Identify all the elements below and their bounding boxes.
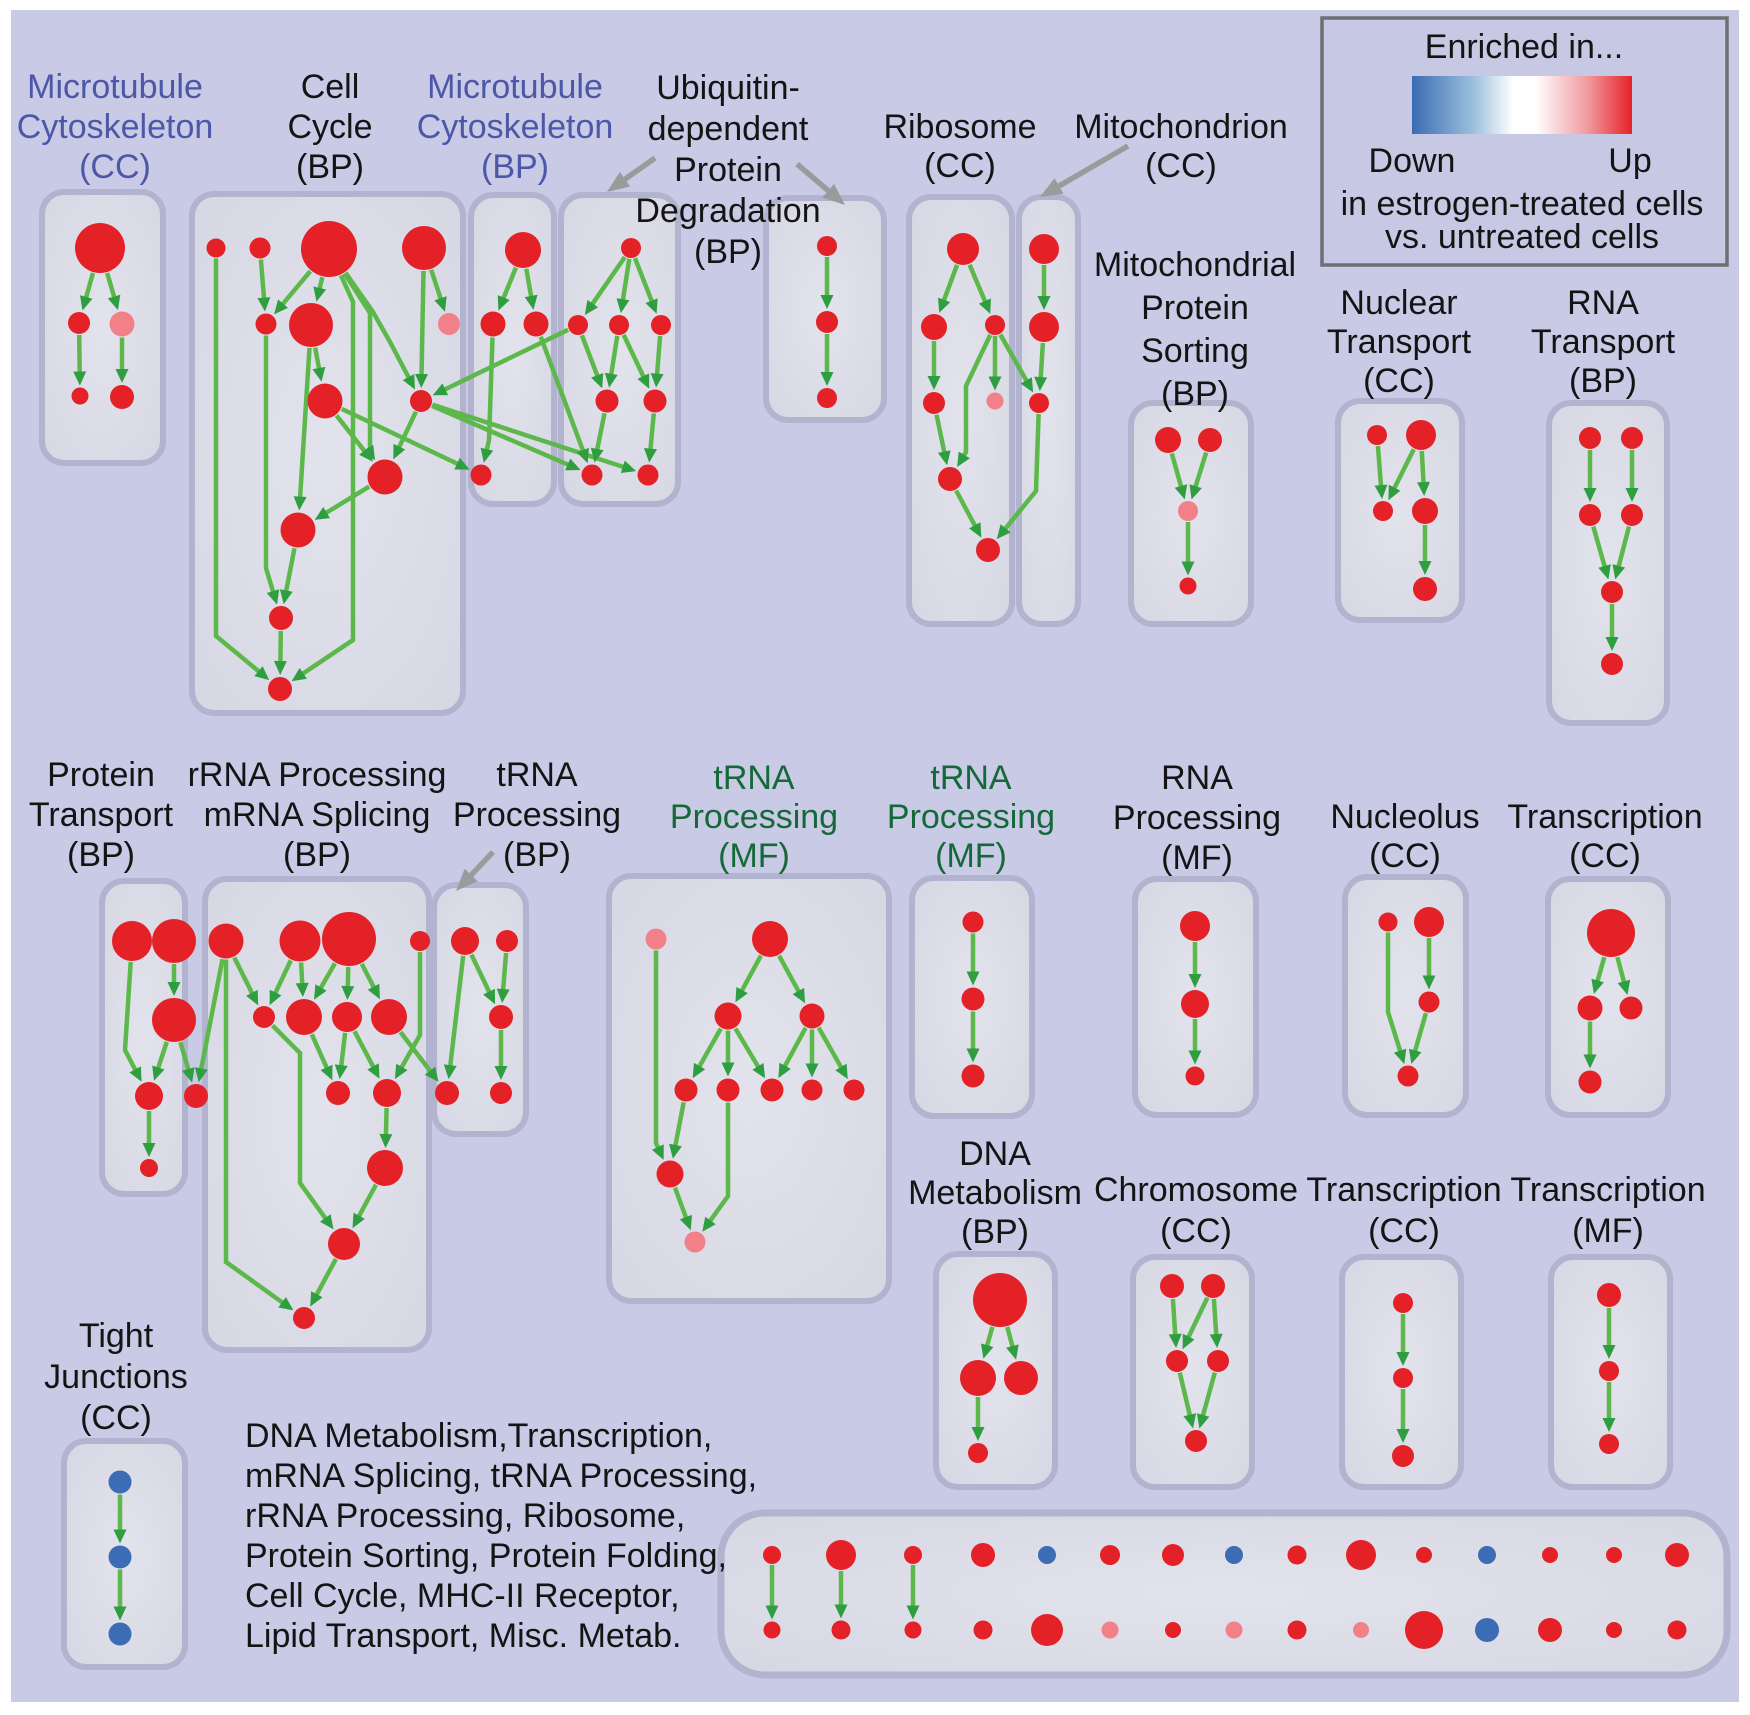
svg-text:RNA: RNA (1567, 284, 1639, 322)
svg-text:Protein: Protein (47, 756, 155, 794)
svg-text:tRNA: tRNA (496, 756, 578, 794)
svg-text:(CC): (CC) (924, 147, 996, 185)
svg-text:(BP): (BP) (503, 836, 571, 874)
svg-text:Nucleolus: Nucleolus (1330, 798, 1479, 836)
svg-text:(CC): (CC) (1145, 147, 1217, 185)
svg-text:Mitochondrial: Mitochondrial (1094, 246, 1296, 284)
svg-text:Microtubule: Microtubule (427, 68, 603, 106)
svg-text:(MF): (MF) (1572, 1212, 1644, 1250)
svg-text:DNA: DNA (959, 1135, 1031, 1173)
svg-text:DNA Metabolism,Transcription,: DNA Metabolism,Transcription, (245, 1417, 712, 1455)
svg-text:(MF): (MF) (1161, 839, 1233, 877)
svg-text:(BP): (BP) (283, 836, 351, 874)
svg-text:Processing: Processing (670, 798, 838, 836)
svg-text:(BP): (BP) (961, 1213, 1029, 1251)
svg-text:Cell Cycle, MHC-II Receptor,: Cell Cycle, MHC-II Receptor, (245, 1577, 680, 1615)
svg-text:RNA: RNA (1161, 759, 1233, 797)
svg-text:Ubiquitin-: Ubiquitin- (656, 69, 800, 107)
svg-text:Up: Up (1608, 142, 1651, 180)
svg-text:(BP): (BP) (1161, 375, 1229, 413)
svg-text:Transcription: Transcription (1510, 1171, 1705, 1209)
svg-text:Degradation: Degradation (635, 192, 820, 230)
svg-text:Tight: Tight (79, 1317, 154, 1355)
svg-text:Lipid Transport, Misc. Metab.: Lipid Transport, Misc. Metab. (245, 1617, 682, 1655)
svg-text:Transcription: Transcription (1306, 1171, 1501, 1209)
svg-text:Mitochondrion: Mitochondrion (1074, 108, 1288, 146)
svg-text:(MF): (MF) (718, 837, 790, 875)
svg-text:rRNA Processing, Ribosome,: rRNA Processing, Ribosome, (245, 1497, 685, 1535)
svg-text:(BP): (BP) (694, 233, 762, 271)
svg-text:Chromosome: Chromosome (1094, 1171, 1298, 1209)
svg-text:Nuclear: Nuclear (1340, 284, 1457, 322)
svg-text:(BP): (BP) (67, 836, 135, 874)
svg-text:Protein: Protein (1141, 289, 1249, 327)
svg-text:tRNA: tRNA (713, 759, 795, 797)
svg-text:tRNA: tRNA (930, 759, 1012, 797)
svg-text:Enriched in...: Enriched in... (1425, 28, 1623, 66)
svg-text:(CC): (CC) (1363, 362, 1435, 400)
svg-text:(CC): (CC) (79, 148, 151, 186)
svg-text:Junctions: Junctions (44, 1358, 188, 1396)
svg-text:Processing: Processing (1113, 799, 1281, 837)
svg-text:(CC): (CC) (80, 1399, 152, 1437)
svg-text:Processing: Processing (453, 796, 621, 834)
svg-text:(MF): (MF) (935, 837, 1007, 875)
svg-text:(CC): (CC) (1368, 1212, 1440, 1250)
svg-text:Transport: Transport (29, 796, 174, 834)
svg-text:in estrogen-treated cells: in estrogen-treated cells (1341, 185, 1704, 223)
svg-text:vs. untreated cells: vs. untreated cells (1385, 218, 1659, 256)
svg-text:(CC): (CC) (1569, 837, 1641, 875)
svg-text:rRNA Processing: rRNA Processing (188, 756, 447, 794)
svg-text:Cell: Cell (301, 68, 360, 106)
svg-text:Metabolism: Metabolism (908, 1174, 1082, 1212)
svg-text:Down: Down (1369, 142, 1456, 180)
svg-text:(BP): (BP) (481, 148, 549, 186)
svg-text:(CC): (CC) (1369, 837, 1441, 875)
svg-text:Protein: Protein (674, 151, 782, 189)
svg-text:Cytoskeleton: Cytoskeleton (17, 108, 214, 146)
svg-text:mRNA Splicing, tRNA Processing: mRNA Splicing, tRNA Processing, (245, 1457, 757, 1495)
svg-text:Transport: Transport (1327, 323, 1472, 361)
svg-text:Cycle: Cycle (287, 108, 372, 146)
svg-text:Sorting: Sorting (1141, 332, 1249, 370)
svg-text:Microtubule: Microtubule (27, 68, 203, 106)
svg-text:(BP): (BP) (296, 148, 364, 186)
svg-text:Ribosome: Ribosome (883, 108, 1036, 146)
svg-text:Transport: Transport (1531, 323, 1676, 361)
svg-text:dependent: dependent (648, 110, 809, 148)
svg-text:Transcription: Transcription (1507, 798, 1702, 836)
svg-text:(CC): (CC) (1160, 1212, 1232, 1250)
svg-text:Cytoskeleton: Cytoskeleton (417, 108, 614, 146)
svg-text:Processing: Processing (887, 798, 1055, 836)
svg-text:(BP): (BP) (1569, 362, 1637, 400)
svg-text:mRNA Splicing: mRNA Splicing (204, 796, 431, 834)
svg-text:Protein Sorting, Protein Foldi: Protein Sorting, Protein Folding, (245, 1537, 727, 1575)
